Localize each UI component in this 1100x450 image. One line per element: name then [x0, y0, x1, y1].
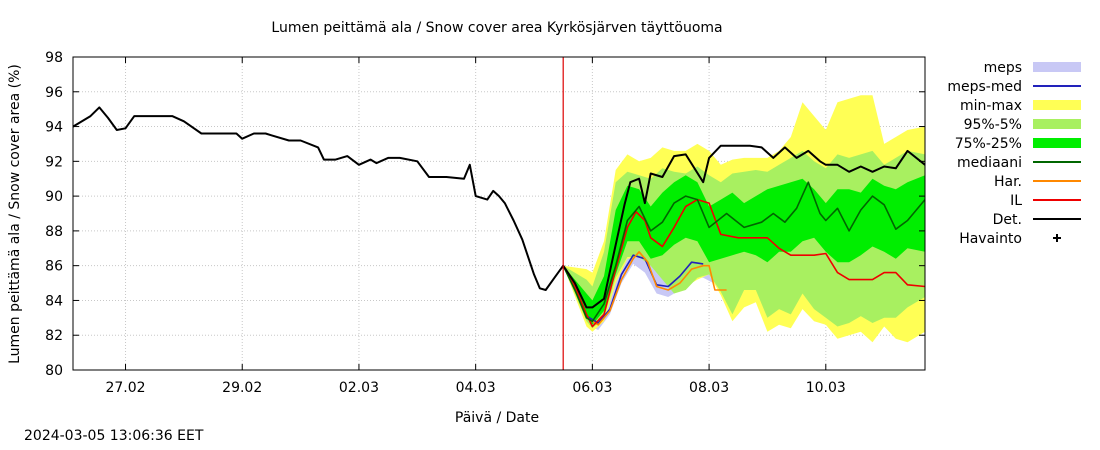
y-axis-label: Lumen peittämä ala / Snow cover area (%) [7, 64, 23, 364]
x-tick-label: 08.03 [689, 380, 729, 396]
x-tick-label: 06.03 [572, 380, 612, 396]
plot-frame [72, 56, 926, 371]
legend-label: Havainto [959, 231, 1022, 247]
x-tick-label: 02.03 [339, 380, 379, 396]
chart-title: Lumen peittämä ala / Snow cover area Kyr… [271, 20, 722, 36]
legend-label: mediaani [957, 155, 1022, 171]
y-tick-label: 80 [45, 363, 63, 379]
series-line-il [562, 198, 926, 328]
legend-label: 75%-25% [955, 136, 1022, 152]
x-tick-label: 29.02 [222, 380, 262, 396]
series-lines [72, 106, 926, 328]
legend-label: min-max [960, 98, 1022, 114]
y-tick-label: 88 [45, 224, 63, 240]
legend-label: 95%-5% [964, 117, 1022, 133]
y-tick-label: 84 [45, 293, 63, 309]
timestamp: 2024-03-05 13:06:36 EET [24, 428, 204, 444]
x-tick-label: 10.03 [806, 380, 846, 396]
y-tick-label: 98 [45, 50, 63, 66]
bands [563, 95, 925, 343]
y-tick-label: 94 [45, 120, 63, 136]
series-line-har- [562, 251, 727, 326]
x-axis-label: Päivä / Date [455, 410, 539, 426]
y-tick-label: 92 [45, 154, 63, 170]
y-tick-label: 96 [45, 85, 63, 101]
band-75-25- [563, 175, 925, 325]
y-tick-label: 82 [45, 328, 63, 344]
legend-label: meps-med [947, 79, 1022, 95]
series-line-mediaani [562, 181, 926, 323]
legend-label: Har. [994, 174, 1022, 190]
x-tick-label: 04.03 [456, 380, 496, 396]
x-tick-label: 27.02 [105, 380, 145, 396]
legend-label: Det. [993, 212, 1022, 228]
legend-swatch [1033, 138, 1081, 148]
y-tick-label: 86 [45, 259, 63, 275]
legend-swatch [1033, 62, 1081, 72]
legend-swatch [1033, 100, 1081, 110]
legend-swatch [1033, 119, 1081, 129]
legend-label: IL [1010, 193, 1022, 209]
legend: meps meps-med min-max 95%-5% 75%-25% mediaani… [947, 60, 1081, 247]
y-tick-label: 90 [45, 189, 63, 205]
legend-label: meps [984, 60, 1022, 76]
x-axis-ticks: 27.02 29.02 02.03 04.03 06.03 08.03 10.03 [105, 57, 846, 396]
y-axis-ticks: 80 82 84 86 88 90 92 94 96 98 [45, 50, 925, 379]
series-line-det- [72, 106, 926, 309]
